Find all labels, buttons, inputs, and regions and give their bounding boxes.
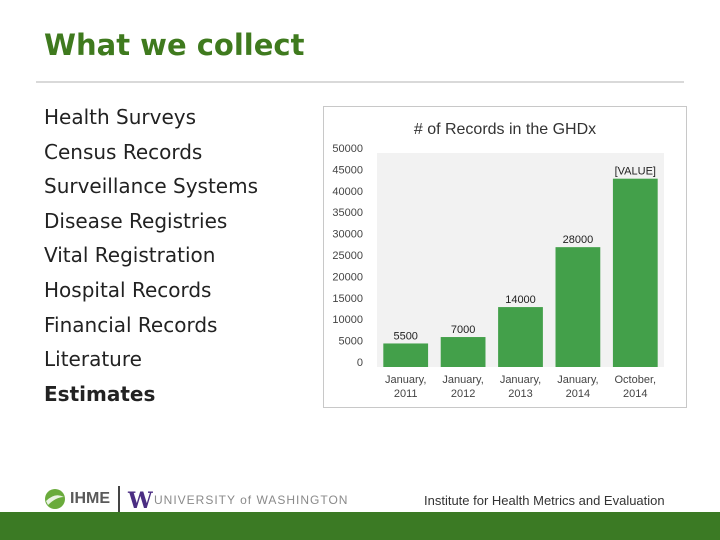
institute-name: Institute for Health Metrics and Evaluat… [424,493,665,508]
y-tick-label: 40000 [332,186,363,198]
x-tick-label: January, [442,374,483,386]
title-divider [36,81,684,83]
slide-title: What we collect [44,28,305,62]
list-item: Hospital Records [44,277,212,302]
x-tick-label: October, [615,374,657,386]
data-label: 14000 [505,294,536,306]
data-source-list: Health Surveys Census Records Surveillan… [44,100,258,411]
logo-divider [118,486,120,512]
x-tick-label: January, [557,374,598,386]
y-tick-label: 5000 [339,336,363,348]
records-chart: # of Records in the GHDx 0 5000 10000 15000 2… [323,106,687,408]
bar [555,247,601,367]
bar [383,343,429,367]
x-tick-label: January, [385,374,426,386]
y-tick-label: 10000 [332,314,363,326]
data-label: 28000 [563,234,594,246]
list-item: Literature [44,347,142,372]
x-tick-label: 2011 [394,388,418,400]
chart-title: # of Records in the GHDx [414,121,596,138]
list-item: Vital Registration [44,243,216,268]
footer-bar [0,512,720,540]
data-label: 7000 [451,324,475,336]
y-tick-label: 50000 [332,143,363,155]
list-item: Financial Records [44,312,218,337]
chart-canvas: # of Records in the GHDx 0 5000 10000 15000 2… [332,121,664,400]
x-tick-label: 2014 [566,388,590,400]
uw-logo-letter: W [128,488,153,514]
bar [498,307,543,367]
list-item: Disease Registries [44,208,228,233]
ihme-logo-icon [44,488,66,510]
list-item: Surveillance Systems [44,174,258,199]
y-tick-label: 0 [357,357,363,369]
x-tick-label: 2014 [623,388,647,400]
list-item: Census Records [44,139,203,164]
y-tick-label: 30000 [332,229,363,241]
list-item: Health Surveys [44,105,197,129]
y-tick-label: 35000 [332,207,363,219]
y-tick-label: 15000 [332,293,363,305]
y-tick-label: 20000 [332,271,363,283]
x-tick-label: 2012 [451,388,475,400]
y-tick-label: 25000 [332,250,363,262]
x-tick-label: 2013 [508,388,532,400]
y-tick-label: 45000 [332,164,363,176]
data-label: [VALUE] [615,166,656,178]
uw-wordmark: UNIVERSITY of WASHINGTON [154,493,349,507]
bar [440,337,486,367]
bar [612,178,658,367]
data-label: 5500 [393,330,417,342]
ihme-logo-text: IHME [70,490,110,507]
list-item: Estimates [44,381,156,406]
x-tick-label: January, [500,374,541,386]
